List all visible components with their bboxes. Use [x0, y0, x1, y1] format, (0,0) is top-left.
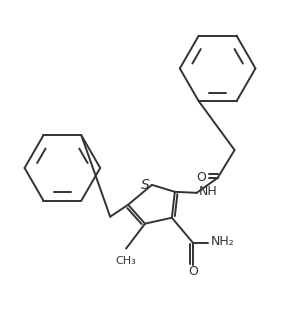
- Text: CH₃: CH₃: [116, 256, 136, 266]
- Text: O: O: [196, 171, 206, 184]
- Text: S: S: [141, 178, 149, 192]
- Text: NH₂: NH₂: [211, 235, 235, 248]
- Text: NH: NH: [199, 185, 217, 198]
- Text: O: O: [188, 265, 198, 278]
